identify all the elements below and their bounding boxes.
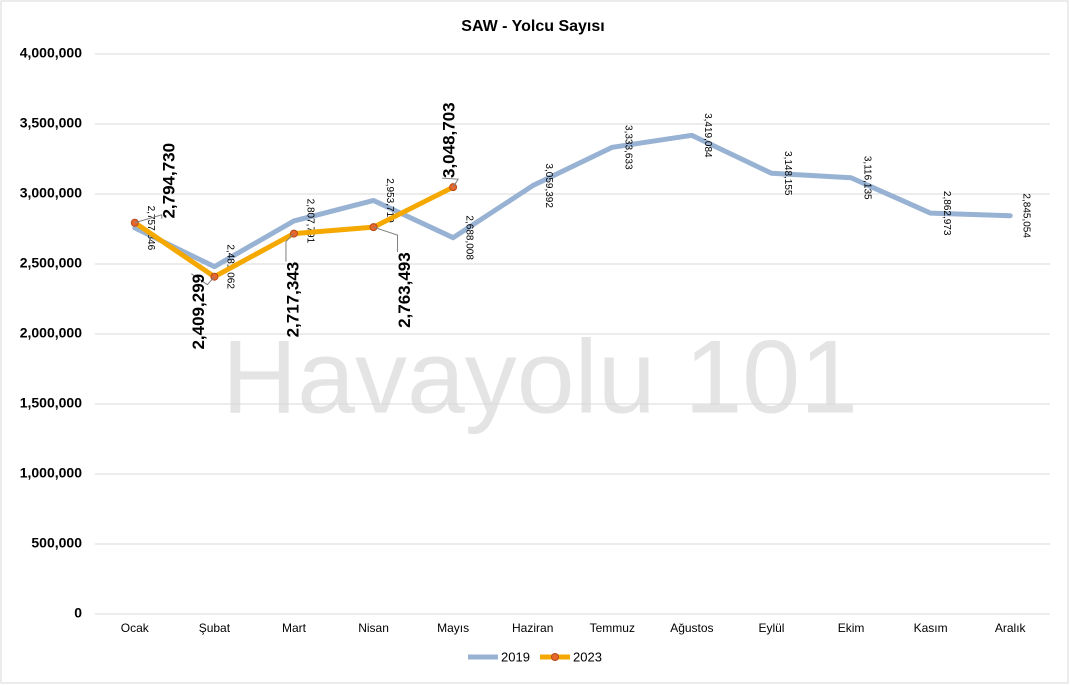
series-line: [132, 132, 1013, 270]
y-tick-label: 2,000,000: [20, 325, 82, 341]
data-label: 3,116,135: [861, 156, 872, 200]
y-tick-label: 500,000: [31, 535, 82, 551]
data-label: 2,717,343: [283, 262, 302, 338]
legend-marker: [551, 653, 559, 661]
leader-line: [442, 177, 459, 188]
x-tick-label: Haziran: [512, 621, 553, 635]
leader-line: [191, 273, 215, 286]
watermark: Havayolu 101: [222, 319, 858, 435]
data-label: 2,757,846: [145, 206, 156, 251]
x-tick-label: Mart: [282, 621, 307, 635]
x-tick-label: Ocak: [121, 621, 150, 635]
data-label: 2,807,791: [304, 199, 315, 244]
data-label: 3,048,703: [440, 102, 459, 178]
x-tick-label: Kasım: [914, 621, 948, 635]
leader-line: [134, 214, 163, 224]
data-label: 3,059,392: [543, 163, 554, 208]
x-tick-label: Ekim: [838, 621, 865, 635]
y-tick-label: 0: [74, 605, 82, 621]
chart-title: SAW - Yolcu Sayısı: [461, 18, 604, 35]
data-label: 3,148,155: [782, 151, 793, 196]
legend-label: 2023: [573, 649, 602, 664]
leader-line: [285, 233, 295, 262]
data-label: 2,794,730: [159, 143, 178, 219]
data-label: 2,953,719: [384, 178, 395, 223]
x-tick-label: Şubat: [199, 621, 231, 635]
x-tick-label: Temmuz: [590, 621, 635, 635]
x-tick-label: Mayıs: [437, 621, 469, 635]
y-tick-label: 1,500,000: [20, 395, 82, 411]
y-tick-label: 2,500,000: [20, 255, 82, 271]
y-tick-label: 1,000,000: [20, 465, 82, 481]
x-tick-label: Eylül: [758, 621, 784, 635]
data-label: 3,333,633: [623, 125, 634, 170]
data-label: 2,845,054: [1021, 193, 1032, 238]
x-tick-label: Nisan: [358, 621, 389, 635]
y-tick-label: 3,000,000: [20, 185, 82, 201]
legend-label: 2019: [501, 649, 530, 664]
x-tick-label: Aralık: [995, 621, 1027, 635]
data-label: 2,862,973: [941, 191, 952, 236]
data-label: 2,409,299: [189, 274, 208, 350]
leader-line: [373, 226, 399, 253]
x-tick-label: Ağustos: [670, 621, 713, 635]
y-tick-label: 3,500,000: [20, 115, 82, 131]
data-label: 2,763,493: [395, 252, 414, 328]
y-tick-label: 4,000,000: [20, 45, 82, 61]
data-label: 2,688,008: [463, 215, 474, 260]
data-label: 3,419,084: [702, 113, 713, 158]
